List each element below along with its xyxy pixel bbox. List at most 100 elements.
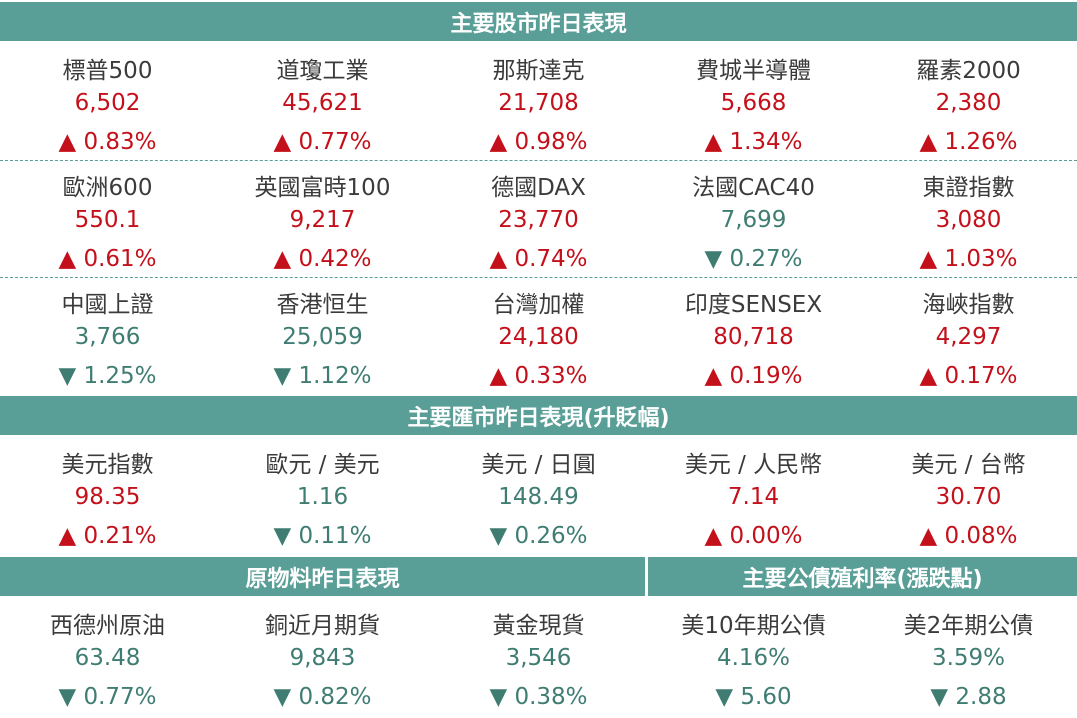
stock-change: ▲ 0.61% (58, 246, 157, 272)
bond-value: 4.16% (716, 645, 791, 671)
bonds-title: 主要公債殖利率(漲跌點) (742, 566, 983, 592)
fx-name: 美元 / 人民幣 (684, 452, 823, 478)
bond-change: ▼ 5.60 (715, 684, 792, 710)
commodity-value: 9,843 (289, 645, 356, 671)
fx-value: 98.35 (74, 484, 141, 510)
stock-cac40: 法國CAC40 7,699 ▼ 0.27% (646, 160, 861, 276)
stock-change: ▼ 1.25% (58, 363, 157, 389)
stock-value: 6,502 (74, 90, 141, 116)
stock-name: 中國上證 (61, 292, 154, 318)
row-divider (0, 277, 1077, 278)
fx-value: 7.14 (727, 484, 780, 510)
stocks-title: 主要股市昨日表現 (450, 11, 627, 37)
fx-change: ▲ 0.08% (919, 523, 1018, 549)
stock-value: 80,718 (713, 324, 794, 350)
fx-value: 1.16 (296, 484, 349, 510)
stock-topix: 東證指數 3,080 ▲ 1.03% (861, 160, 1076, 276)
commodity-copper: 銅近月期貨 9,843 ▼ 0.82% (215, 598, 430, 714)
commodity-wti: 西德州原油 63.48 ▼ 0.77% (0, 598, 215, 714)
stock-straits: 海峽指數 4,297 ▲ 0.17% (861, 277, 1076, 393)
stock-shanghai: 中國上證 3,766 ▼ 1.25% (0, 277, 215, 393)
commodities-header: 原物料昨日表現 (0, 557, 645, 596)
stock-stoxx600: 歐洲600 550.1 ▲ 0.61% (0, 160, 215, 276)
fx-title: 主要匯市昨日表現(升貶幅) (407, 405, 670, 431)
fx-name: 歐元 / 美元 (265, 452, 380, 478)
stock-name: 印度SENSEX (684, 292, 823, 318)
stock-sox: 費城半導體 5,668 ▲ 1.34% (646, 43, 861, 159)
stock-value: 24,180 (498, 324, 579, 350)
stock-value: 45,621 (282, 90, 363, 116)
stock-change: ▼ 1.12% (273, 363, 372, 389)
stock-name: 香港恒生 (276, 292, 369, 318)
stock-name: 那斯達克 (492, 58, 585, 84)
stock-value: 3,766 (74, 324, 141, 350)
stock-value: 25,059 (282, 324, 363, 350)
fx-change: ▲ 0.00% (704, 523, 803, 549)
stock-value: 9,217 (289, 207, 356, 233)
commodity-value: 63.48 (74, 645, 141, 671)
bond-us10y: 美10年期公債 4.16% ▼ 5.60 (646, 598, 861, 714)
stock-value: 7,699 (720, 207, 787, 233)
stock-change: ▲ 1.03% (919, 246, 1018, 272)
commodities-title: 原物料昨日表現 (245, 566, 400, 592)
commodity-name: 黃金現貨 (492, 613, 585, 639)
stock-name: 費城半導體 (696, 58, 811, 84)
stock-ftse100: 英國富時100 9,217 ▲ 0.42% (215, 160, 430, 276)
fx-eurusd: 歐元 / 美元 1.16 ▼ 0.11% (215, 437, 430, 553)
stocks-header: 主要股市昨日表現 (0, 2, 1077, 41)
stock-sp500: 標普500 6,502 ▲ 0.83% (0, 43, 215, 159)
bond-value: 3.59% (931, 645, 1006, 671)
stock-dax: 德國DAX 23,770 ▲ 0.74% (431, 160, 646, 276)
stock-name: 海峽指數 (922, 292, 1015, 318)
commodity-name: 銅近月期貨 (265, 613, 380, 639)
stock-sensex: 印度SENSEX 80,718 ▲ 0.19% (646, 277, 861, 393)
stock-value: 550.1 (74, 207, 141, 233)
fx-name: 美元指數 (61, 452, 154, 478)
commodity-gold: 黃金現貨 3,546 ▼ 0.38% (431, 598, 646, 714)
stock-change: ▲ 0.33% (489, 363, 588, 389)
bond-name: 美2年期公債 (903, 613, 1034, 639)
fx-header: 主要匯市昨日表現(升貶幅) (0, 396, 1077, 435)
stock-taiex: 台灣加權 24,180 ▲ 0.33% (431, 277, 646, 393)
stock-change: ▲ 0.77% (273, 129, 372, 155)
commodity-value: 3,546 (505, 645, 572, 671)
stock-name: 法國CAC40 (692, 175, 815, 201)
stock-value: 21,708 (498, 90, 579, 116)
fx-dxy: 美元指數 98.35 ▲ 0.21% (0, 437, 215, 553)
stock-change: ▲ 0.74% (489, 246, 588, 272)
stock-change: ▲ 0.42% (273, 246, 372, 272)
stock-value: 5,668 (720, 90, 787, 116)
stock-hangseng: 香港恒生 25,059 ▼ 1.12% (215, 277, 430, 393)
fx-change: ▼ 0.26% (489, 523, 588, 549)
bond-us2y: 美2年期公債 3.59% ▼ 2.88 (861, 598, 1076, 714)
stock-russell2000: 羅素2000 2,380 ▲ 1.26% (861, 43, 1076, 159)
commodity-change: ▼ 0.77% (58, 684, 157, 710)
stock-change: ▲ 0.17% (919, 363, 1018, 389)
stock-name: 羅素2000 (916, 58, 1021, 84)
bond-change: ▼ 2.88 (930, 684, 1007, 710)
fx-value: 30.70 (935, 484, 1002, 510)
fx-usdjpy: 美元 / 日圓 148.49 ▼ 0.26% (431, 437, 646, 553)
stock-change: ▼ 0.27% (704, 246, 803, 272)
stock-name: 道瓊工業 (276, 58, 369, 84)
stock-name: 東證指數 (922, 175, 1015, 201)
stock-value: 23,770 (498, 207, 579, 233)
fx-change: ▼ 0.11% (273, 523, 372, 549)
stock-change: ▲ 0.83% (58, 129, 157, 155)
commodity-name: 西德州原油 (50, 613, 165, 639)
fx-name: 美元 / 日圓 (481, 452, 596, 478)
stock-name: 德國DAX (491, 175, 586, 201)
fx-name: 美元 / 台幣 (911, 452, 1026, 478)
fx-usdcny: 美元 / 人民幣 7.14 ▲ 0.00% (646, 437, 861, 553)
fx-value: 148.49 (498, 484, 579, 510)
stock-nasdaq: 那斯達克 21,708 ▲ 0.98% (431, 43, 646, 159)
fx-usdtwd: 美元 / 台幣 30.70 ▲ 0.08% (861, 437, 1076, 553)
stock-change: ▲ 1.34% (704, 129, 803, 155)
stock-value: 4,297 (935, 324, 1002, 350)
stock-name: 標普500 (62, 58, 153, 84)
fx-change: ▲ 0.21% (58, 523, 157, 549)
stock-name: 英國富時100 (254, 175, 391, 201)
row-divider (0, 160, 1077, 161)
stock-value: 3,080 (935, 207, 1002, 233)
